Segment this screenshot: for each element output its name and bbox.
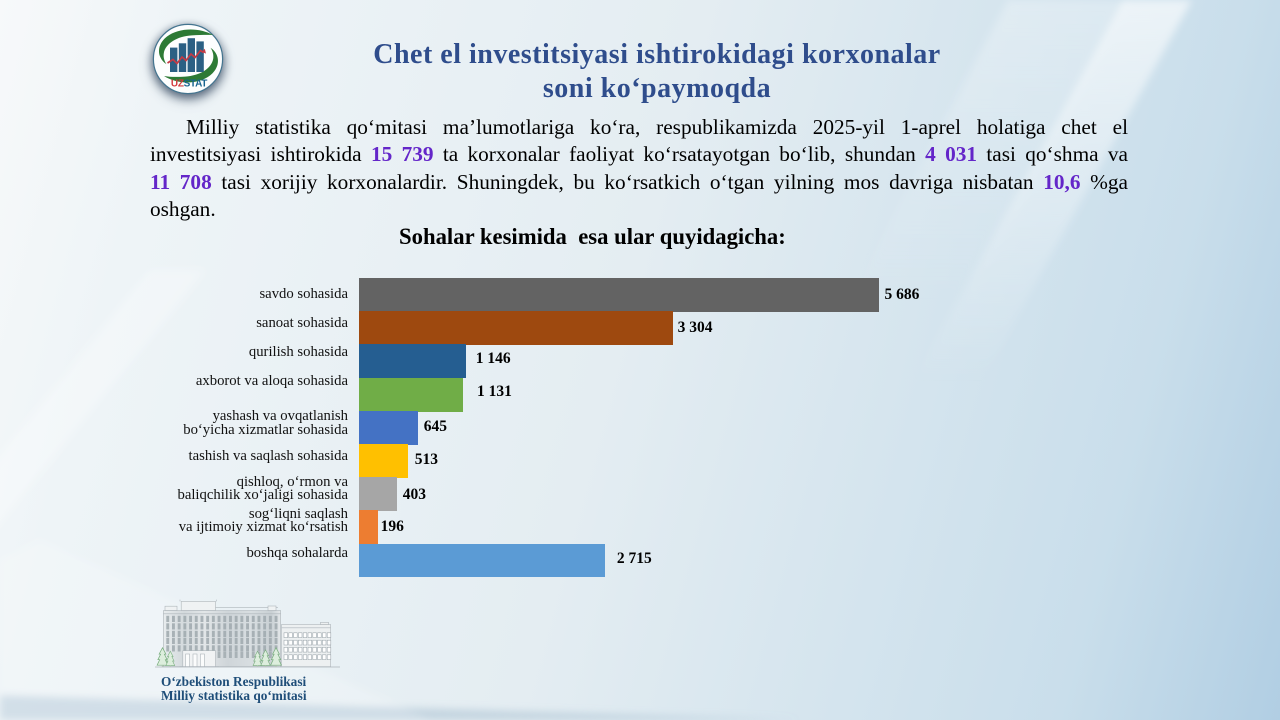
svg-text:UZSTAT: UZSTAT: [171, 79, 207, 90]
